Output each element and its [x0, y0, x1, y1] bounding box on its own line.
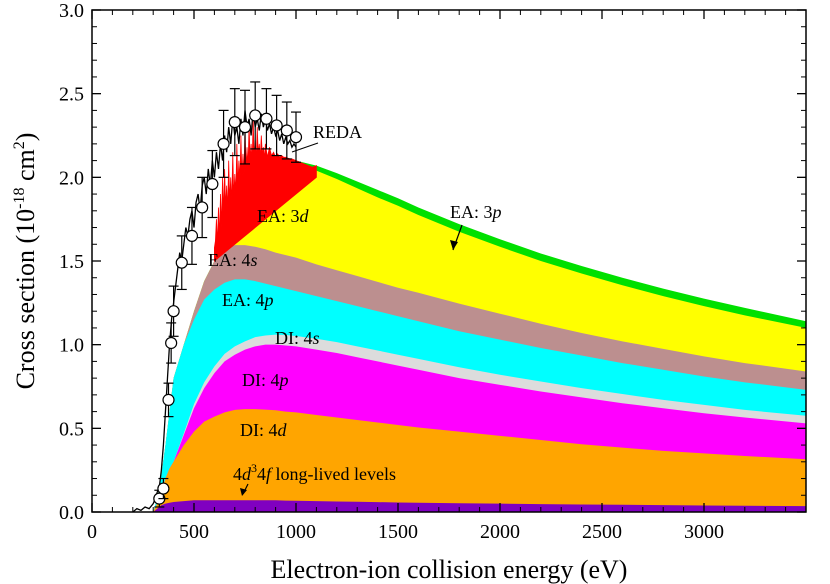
reda-marker — [217, 137, 230, 150]
reda-marker — [196, 201, 209, 214]
y-tick-label: 2.0 — [59, 167, 84, 189]
reda-marker — [228, 116, 241, 129]
x-axis-label: Electron-ion collision energy (eV) — [271, 555, 628, 584]
y-tick-label: 1.0 — [59, 335, 84, 357]
reda-marker — [165, 336, 178, 350]
reda-marker — [157, 482, 170, 495]
reda-point-8 — [206, 149, 219, 219]
reda-point-3 — [165, 322, 178, 364]
y-tick-label: 1.5 — [59, 251, 84, 273]
ll-arrow-head — [240, 488, 247, 496]
reda-point-16 — [289, 111, 303, 163]
x-tick-label: 0 — [87, 521, 97, 543]
y-axis-label: Cross section (10-18 cm2) — [11, 133, 40, 390]
x-tick-label: 500 — [179, 521, 209, 543]
x-tick-label: 1500 — [378, 521, 418, 543]
reda-point-12 — [249, 81, 262, 150]
reda-marker — [175, 256, 188, 269]
reda-pointer-line — [291, 142, 319, 153]
axis-ticks: 0 500 1000 1500 2000 2500 3000 0.0 0.5 1.0 1.5 2.0 2… — [59, 0, 806, 543]
reda-point-10 — [228, 88, 241, 157]
reda-point-13 — [260, 88, 273, 150]
x-tick-label: 2500 — [582, 521, 622, 543]
reda-point-2 — [162, 382, 175, 418]
ea3p-arrow-head — [450, 240, 458, 250]
reda-point-4 — [167, 285, 180, 337]
annotation-reda: REDA — [313, 122, 362, 142]
annotation-di4d: DI: 4d — [240, 420, 288, 440]
reda-marker — [280, 124, 293, 137]
red-overlay-area — [214, 118, 317, 262]
reda-marker — [270, 119, 283, 132]
reda-point-15 — [280, 101, 293, 160]
area-di-4d — [153, 409, 806, 512]
reda-marker — [167, 305, 180, 318]
y-tick-label: 2.5 — [59, 84, 84, 106]
reda-marker — [185, 229, 199, 242]
annotation-ea3p: EA: 3p — [450, 202, 502, 222]
measured-line — [132, 110, 297, 512]
reda-marker — [260, 112, 273, 125]
reda-point-9 — [217, 109, 230, 178]
reda-marker — [249, 109, 262, 122]
annotation-ea3d: EA: 3d — [257, 206, 310, 226]
annotation-ea4s: EA: 4s — [208, 250, 258, 270]
reda-point-11 — [238, 89, 252, 165]
annotation-ea4p: EA: 4p — [222, 290, 274, 310]
reda-marker — [289, 131, 303, 144]
reda-marker — [206, 177, 219, 191]
y-tick-label: 0.5 — [59, 418, 84, 440]
reda-point-5 — [175, 235, 188, 291]
reda-point-14 — [270, 94, 283, 157]
annotation-ll: 4d34f long-lived levels — [233, 461, 396, 484]
reda-point-7 — [196, 176, 209, 239]
annotation-di4p: DI: 4p — [242, 370, 289, 390]
x-tick-label: 1000 — [276, 521, 316, 543]
reda-marker — [238, 121, 252, 134]
y-tick-label: 3.0 — [59, 0, 84, 22]
annotation-di4s: DI: 4s — [275, 328, 320, 348]
reda-marker — [162, 393, 175, 406]
reda-point-1 — [157, 477, 170, 500]
x-tick-label: 2000 — [480, 521, 520, 543]
stacked-areas — [153, 160, 806, 512]
y-tick-label: 0.0 — [59, 502, 84, 524]
reda-point-6 — [185, 206, 199, 265]
data-overlays — [132, 81, 317, 512]
x-tick-label: 3000 — [684, 521, 724, 543]
